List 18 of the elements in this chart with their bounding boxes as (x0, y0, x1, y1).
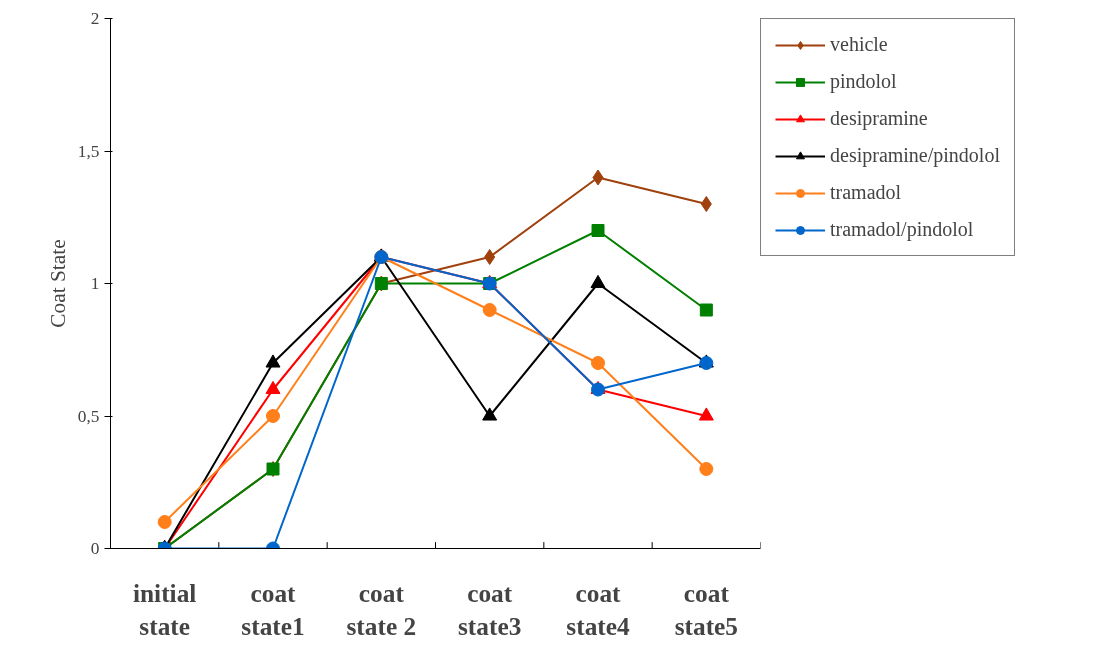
y-tick-label: 1,5 (77, 141, 100, 161)
y-axis-title: Coat State (45, 239, 70, 328)
legend-label: tramadol (830, 181, 902, 204)
y-tick-label: 1 (90, 274, 100, 293)
x-tick-label: coat state4 (566, 578, 630, 641)
x-tick-label: coat state1 (241, 578, 305, 641)
legend-label: tramadol/pindolol (830, 218, 974, 241)
y-tick-label: 0 (90, 539, 100, 558)
x-tick-label: coat state 2 (346, 578, 417, 641)
legend-label: pindolol (830, 70, 897, 93)
legend-label: desipramine/pindolol (830, 144, 1000, 167)
y-tick-label: 0,5 (77, 406, 100, 426)
y-tick-label: 2 (90, 9, 100, 28)
x-tick-label: coat state3 (458, 578, 522, 641)
legend-label: vehicle (830, 33, 888, 56)
x-tick-label: initial state (133, 578, 197, 641)
legend-label: desipramine (830, 107, 928, 130)
x-tick-label: coat state5 (674, 578, 738, 641)
